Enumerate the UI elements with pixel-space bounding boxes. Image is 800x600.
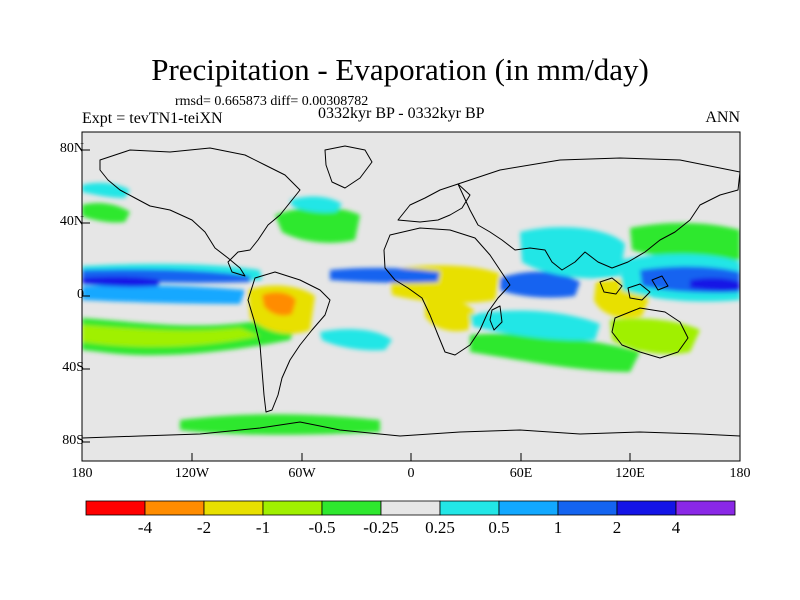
field-pacific-spcz-cyan [82,285,245,304]
cb-box-10 [675,500,736,516]
field-indian-south-cyan [470,310,600,341]
coast-north-america [99,147,301,277]
coast-europe [397,183,471,223]
field-north-atlantic-cyan [290,196,342,213]
coastlines [82,145,740,439]
period-label: 0332kyr BP - 0332kyr BP [318,105,485,122]
axis-ticks [81,149,741,461]
colorbar [85,500,736,516]
xtick-label-60e: 60E [509,466,533,481]
coast-asia [457,157,740,271]
field-nw-pacific-green [630,222,740,261]
field-south-pacific-yellowgreen [82,325,260,347]
season-label: ANN [705,109,740,126]
field-southern-africa-yellow [425,298,475,332]
field-north-pacific-cyan [82,182,130,198]
ytick-label-0: 0 [77,287,84,302]
cb-box-5 [380,500,441,516]
cb-box-9 [616,500,677,516]
experiment-label: Expt = tevTN1-teiXN [82,110,223,127]
cb-label-0: -4 [137,518,153,537]
cb-label-8: 2 [612,518,622,537]
cb-label-6: 0.5 [488,518,510,537]
ytick-label-80n: 80N [59,141,84,156]
cb-box-2 [203,500,264,516]
coast-madagascar [489,305,503,331]
field-west-pacific-darkblue [690,277,740,291]
cb-box-0 [85,500,146,516]
cb-box-1 [144,500,205,516]
cb-box-7 [498,500,559,516]
xtick-label-120w: 120W [174,466,210,481]
xtick-label-180w: 180 [71,466,93,481]
ytick-label-80s: 80S [62,433,84,448]
xtick-label-0: 0 [407,466,415,481]
cb-label-2: -1 [255,518,271,537]
field-east-pacific-darkblue [82,276,160,287]
stats-line: rmsd= 0.665873 diff= 0.00308782 [175,94,369,109]
cb-label-5: 0.25 [425,518,455,537]
field-australia-yellowgreen [610,318,700,355]
field-indian-ocean-blue [500,271,580,298]
field-south-atlantic-cyan [320,329,392,351]
cb-box-4 [321,500,382,516]
cb-label-1: -2 [196,518,212,537]
cb-label-9: 4 [671,518,681,537]
field-amazon-orange [262,292,296,316]
field-atlantic-itcz-blue [330,267,440,283]
coast-africa [383,227,511,356]
field-layer [82,132,740,461]
cb-label-4: -0.25 [363,518,399,537]
xtick-label-60w: 60W [288,466,316,481]
ytick-label-40n: 40N [59,214,84,229]
field-north-pacific-green [82,202,130,223]
coast-maritime-islands [599,275,669,301]
cb-box-8 [557,500,618,516]
field-indian-south-green [470,333,640,372]
ytick-label-40s: 40S [62,360,84,375]
coast-australia [611,307,689,359]
coast-antarctica [82,421,740,439]
cb-box-6 [439,500,500,516]
map-title: Precipitation - Evaporation (in mm/day) [151,52,649,87]
field-north-atlantic-green [275,207,360,243]
coast-greenland [324,145,373,189]
cb-label-3: -0.5 [308,518,336,537]
cb-box-3 [262,500,323,516]
xtick-label-120e: 120E [615,466,645,481]
coast-south-america [247,271,331,413]
xtick-label-180e: 180 [729,466,751,481]
field-bay-bengal-cyan [520,227,625,279]
cb-label-7: 1 [553,518,563,537]
